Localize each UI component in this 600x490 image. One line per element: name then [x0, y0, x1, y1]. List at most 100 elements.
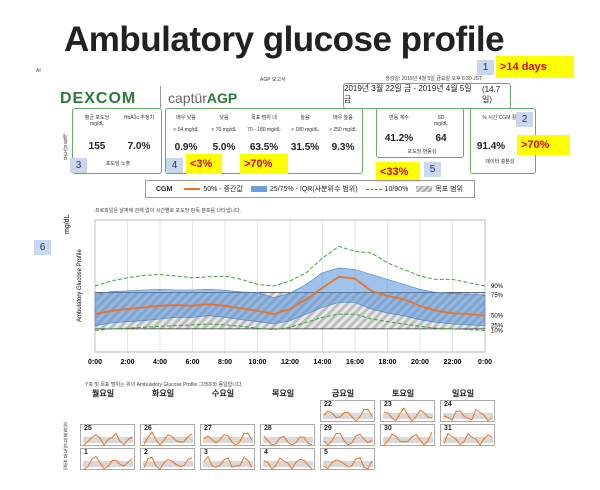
callout-6-number: 6 [34, 240, 51, 255]
profile-note: 프로파일은 날짜에 관계 없이 시간별로 포도당 판독 분포를 나타냅니다. [95, 208, 241, 214]
day-mini-chart [203, 432, 253, 446]
legend-p10-swatch [365, 188, 382, 190]
mini-glucose-line [383, 407, 433, 422]
weekday-header: 토요일 [392, 389, 415, 398]
day-number: 23 [384, 401, 392, 408]
mini-target-band [383, 437, 433, 443]
day-mini-chart [263, 457, 313, 470]
day-cell: 5 [320, 448, 375, 470]
day-number: 4 [264, 449, 268, 456]
mini-glucose-line [83, 455, 133, 470]
legend-iqr-swatch [250, 186, 267, 192]
date-range-box: 2019년 3월 22일 금 - 2019년 4월 5일 금 (14.7일) [343, 83, 511, 109]
product-name: captür [168, 90, 207, 106]
weekday-header: 월요일 [92, 389, 115, 398]
day-cell: 27 [200, 424, 255, 446]
a1c-header: HbA1c 추정치 [123, 115, 155, 121]
day-cell: 2 [140, 448, 195, 470]
in-range-value: 63.5% [249, 142, 279, 153]
a1c-value: 7.0% [127, 141, 151, 152]
x-tick-label: 0:00 [88, 359, 102, 366]
mini-glucose-line [83, 432, 133, 446]
day-cell: 26 [140, 424, 195, 446]
day-mini-chart [83, 432, 133, 446]
mini-target-band [203, 461, 253, 467]
legend-iqr: 25/75% - IQR(사분위수 범위) [269, 186, 358, 193]
glucose-exposure-box: 평균 포도당 mg/dL HbA1c 추정치 155 7.0% 포도당 노출 [72, 108, 162, 174]
x-tick-label: 14:00 [314, 359, 332, 366]
callout-5-text: <33% [376, 162, 420, 182]
cv-value: 41.2% [384, 133, 414, 144]
slide-title: Ambulatory glucose profile [64, 20, 505, 59]
x-tick-label: 18:00 [379, 359, 397, 366]
mean-glucose-header: 평균 포도당 mg/dL [84, 115, 110, 127]
mini-glucose-line [443, 432, 493, 446]
legend-median: 50% - 중간값 [203, 186, 243, 193]
legend-label: CGM [156, 185, 173, 193]
legend-median-swatch [184, 188, 201, 190]
legend-p10-90: 10/90% [384, 185, 409, 193]
day-cell: 23 [380, 400, 435, 422]
day-number: 24 [444, 401, 452, 408]
daily-profiles: 월요일 화요일 수요일 목요일 금요일 토요일 일요일 22 23 24 25 26 27 28 29 30 3… [78, 388, 508, 483]
mini-target-band [203, 437, 253, 443]
right-percentile-label: 25% [491, 324, 504, 330]
day-mini-chart [143, 431, 193, 446]
mini-glucose-line [323, 457, 373, 470]
date-range: 2019년 3월 22일 금 - 2019년 4월 5일 금 [344, 84, 472, 104]
weekday-header: 수요일 [212, 389, 235, 398]
callout-5-number: 5 [424, 162, 441, 177]
callout-1-number: 1 [477, 60, 494, 75]
mini-glucose-line [323, 408, 373, 422]
high-value: 31.5% [290, 142, 320, 153]
product-accent: AGP [206, 90, 238, 106]
logo-divider [160, 86, 161, 108]
day-mini-chart [323, 432, 373, 446]
x-tick-label: 4:00 [153, 359, 167, 366]
mini-target-band [83, 461, 133, 467]
mini-glucose-line [323, 432, 373, 446]
day-mini-chart [323, 408, 373, 422]
data-sufficiency-label: 데이터 충분성 [485, 159, 515, 165]
legend-target: 목표 범위 [435, 186, 464, 193]
weekday-header: 화요일 [152, 389, 175, 398]
mini-target-band [263, 437, 313, 443]
callout-4-text-a: <3% [186, 154, 222, 174]
day-number: 27 [204, 425, 212, 432]
day-number: 28 [264, 425, 272, 432]
x-tick-label: 12:00 [281, 359, 299, 366]
x-tick-label: 16:00 [346, 359, 364, 366]
day-cell: 28 [260, 424, 315, 446]
day-cell: 3 [200, 448, 255, 470]
x-tick-label: 2:00 [120, 359, 134, 366]
mini-target-band [323, 413, 373, 419]
day-mini-chart [383, 432, 433, 446]
right-percentile-label: 50% [491, 314, 504, 320]
day-cell: 31 [440, 424, 495, 446]
day-mini-chart [383, 407, 433, 422]
variability-box: 변동 계수 SD mg/dL 41.2% 64 포도당 변동성 [376, 108, 464, 158]
weekday-header: 일요일 [452, 389, 475, 398]
mini-target-band [143, 461, 193, 467]
mini-glucose-line [443, 408, 493, 422]
mini-glucose-line [203, 455, 253, 468]
iqr-band [94, 267, 486, 326]
daily-note: Y축 및 목표 범위는 위의 Ambulatory Glucose Profil… [85, 382, 243, 388]
report-header-title: AGP 보고서 [260, 77, 286, 83]
cv-header: 변동 계수 [389, 115, 409, 121]
in-range-header: 목표 범위 내 70 - 180 mg/dL [247, 115, 281, 133]
callout-4-text-b: >70% [240, 154, 288, 174]
variability-label: 포도당 변동성 [407, 149, 437, 155]
x-tick-label: 0:00 [478, 359, 492, 366]
mini-glucose-line [263, 457, 313, 470]
day-number: 25 [84, 425, 92, 432]
day-mini-chart [263, 435, 313, 446]
day-cell: 1 [80, 448, 135, 470]
mini-target-band [323, 437, 373, 443]
very-high-header: 매우 높음 > 250 mg/dL [329, 115, 357, 133]
mini-target-band [263, 461, 313, 467]
captur-agp-logo: captürAGP [168, 90, 237, 106]
mini-target-band [443, 437, 493, 443]
weekday-header: 금요일 [332, 389, 355, 398]
right-percentile-label: 10% [491, 329, 504, 335]
